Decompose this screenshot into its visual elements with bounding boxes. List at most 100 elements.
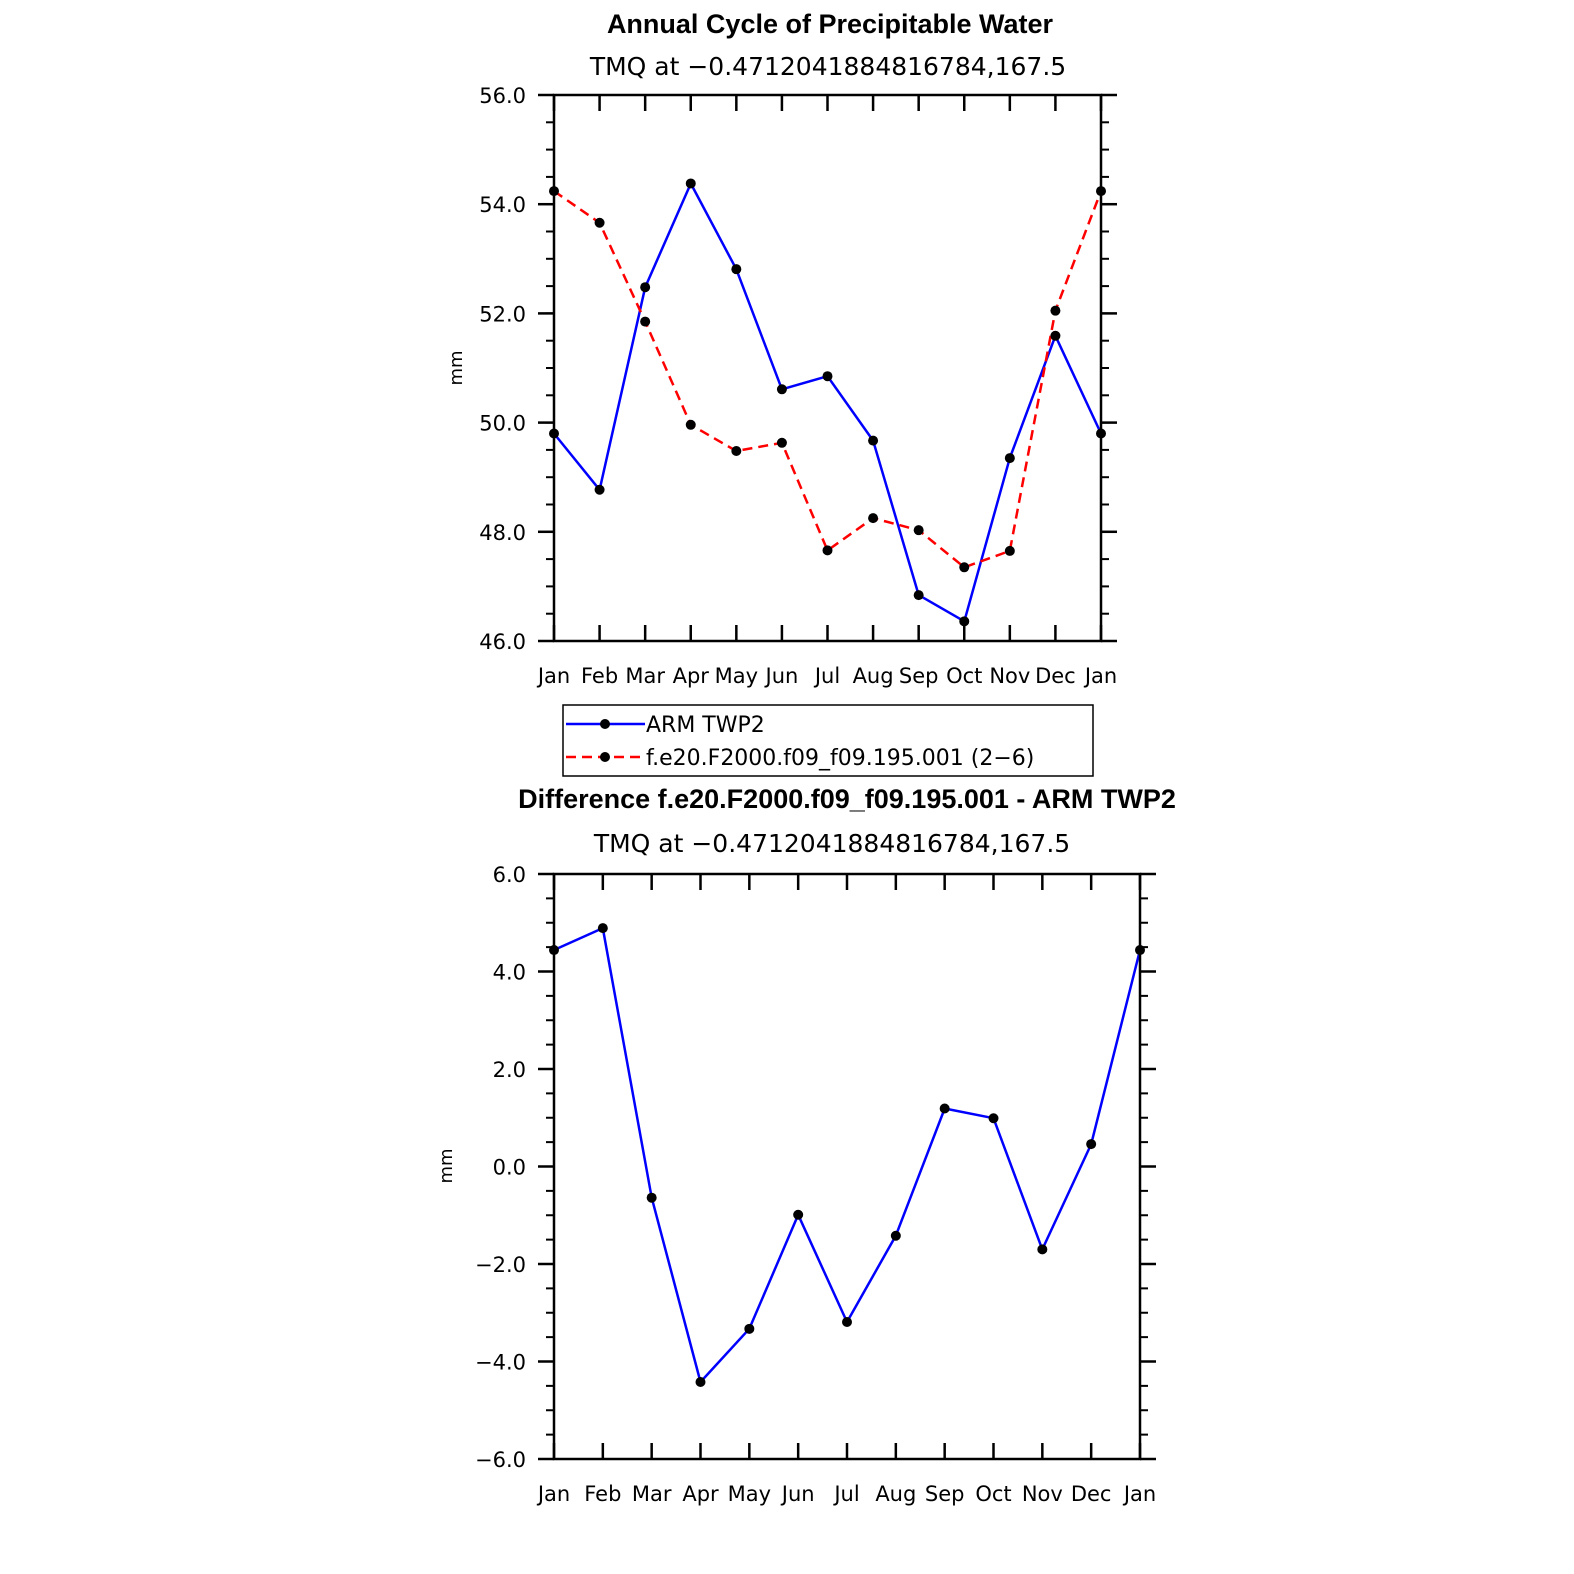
y-tick-label: 54.0 bbox=[479, 193, 526, 217]
data-point bbox=[793, 1209, 804, 1220]
x-tick-label: Aug bbox=[853, 664, 894, 688]
data-point bbox=[594, 217, 605, 228]
legend-label-model: f.e20.F2000.f09_f09.195.001 (2−6) bbox=[646, 746, 1034, 771]
chart-subtitle: TMQ at −0.4712041884816784,167.5 bbox=[593, 829, 1070, 858]
y-tick-label: −4.0 bbox=[475, 1351, 526, 1375]
legend: ARM TWP2 f.e20.F2000.f09_f09.195.001 (2−… bbox=[562, 704, 1094, 777]
grid-ticks bbox=[538, 93, 1117, 643]
x-tick-label: Jan bbox=[1122, 1482, 1156, 1506]
chart-title: Annual Cycle of Precipitable Water bbox=[607, 9, 1054, 39]
y-axis-label: mm bbox=[446, 350, 467, 385]
legend-label-arm: ARM TWP2 bbox=[646, 713, 765, 738]
x-tick-label: Oct bbox=[946, 664, 982, 688]
x-tick-label: Oct bbox=[975, 1482, 1011, 1506]
data-point bbox=[988, 1113, 999, 1124]
x-tick-label: Sep bbox=[899, 664, 939, 688]
data-point bbox=[868, 435, 879, 446]
series-markers bbox=[549, 178, 1106, 627]
x-tick-label: May bbox=[715, 664, 758, 688]
x-tick-label: Jan bbox=[1083, 664, 1117, 688]
data-point bbox=[822, 371, 833, 382]
data-point bbox=[1050, 305, 1061, 316]
data-point bbox=[685, 419, 696, 430]
y-tick-label: 46.0 bbox=[479, 630, 526, 654]
x-tick-labels: Jan Feb Mar Apr May Jun Jul Aug Sep Oct Nov Dec Jan bbox=[536, 1482, 1156, 1506]
data-point bbox=[842, 1317, 852, 1328]
plot-frame bbox=[552, 872, 1142, 1461]
y-tick-label: 2.0 bbox=[493, 1058, 526, 1082]
data-point bbox=[1086, 1139, 1097, 1150]
x-tick-label: Mar bbox=[625, 664, 665, 688]
x-tick-label: Feb bbox=[581, 664, 618, 688]
chart-difference: Difference f.e20.F2000.f09_f09.195.001 -… bbox=[436, 784, 1176, 1506]
data-point bbox=[868, 513, 879, 524]
data-point bbox=[822, 545, 833, 556]
series-line bbox=[553, 926, 1142, 1384]
data-point bbox=[731, 264, 742, 275]
x-tick-labels: Jan Feb Mar Apr May Jun Jul Aug Sep Oct Nov Dec Jan bbox=[536, 664, 1117, 688]
y-tick-label: 0.0 bbox=[493, 1156, 526, 1180]
plot-frame bbox=[552, 93, 1103, 643]
data-point bbox=[959, 562, 970, 573]
data-point bbox=[1050, 330, 1061, 341]
y-tick-label: 50.0 bbox=[479, 412, 526, 436]
data-point bbox=[776, 437, 787, 448]
legend-marker-arm bbox=[600, 719, 610, 729]
x-tick-label: Jan bbox=[536, 664, 570, 688]
data-point bbox=[744, 1323, 755, 1334]
x-tick-label: Dec bbox=[1035, 664, 1076, 688]
data-point bbox=[695, 1376, 706, 1387]
x-tick-label: Sep bbox=[925, 1482, 965, 1506]
x-tick-label: Jul bbox=[832, 1482, 859, 1506]
data-point bbox=[597, 923, 608, 934]
x-tick-label: Mar bbox=[632, 1482, 672, 1506]
data-point bbox=[913, 525, 924, 536]
y-axis-label: mm bbox=[436, 1148, 457, 1183]
data-point bbox=[1004, 545, 1015, 556]
data-point bbox=[731, 445, 742, 456]
data-point bbox=[913, 590, 924, 601]
data-point bbox=[959, 616, 970, 627]
x-tick-label: Nov bbox=[989, 664, 1030, 688]
chart-subtitle: TMQ at −0.4712041884816784,167.5 bbox=[589, 52, 1066, 81]
y-tick-labels: 46.0 48.0 50.0 52.0 54.0 56.0 bbox=[479, 84, 526, 654]
data-point bbox=[890, 1230, 901, 1241]
y-tick-label: 56.0 bbox=[479, 84, 526, 108]
x-tick-label: Feb bbox=[584, 1482, 621, 1506]
x-tick-label: May bbox=[728, 1482, 771, 1506]
data-point bbox=[1037, 1244, 1048, 1255]
y-tick-label: −6.0 bbox=[475, 1448, 526, 1472]
x-tick-label: Aug bbox=[875, 1482, 916, 1506]
chart-title: Difference f.e20.F2000.f09_f09.195.001 -… bbox=[518, 784, 1176, 814]
data-point bbox=[640, 316, 651, 327]
series-line bbox=[553, 182, 1103, 623]
x-tick-label: Jul bbox=[813, 664, 840, 688]
data-point bbox=[939, 1103, 950, 1114]
y-tick-label: 48.0 bbox=[479, 521, 526, 545]
x-tick-label: Apr bbox=[682, 1482, 719, 1506]
data-point bbox=[776, 384, 787, 395]
y-tick-labels: −6.0 −4.0 −2.0 0.0 2.0 4.0 6.0 bbox=[475, 863, 526, 1472]
series-lines bbox=[553, 182, 1103, 623]
series-markers bbox=[549, 923, 1145, 1387]
x-tick-label: Dec bbox=[1071, 1482, 1112, 1506]
data-point bbox=[594, 484, 605, 495]
grid-ticks bbox=[538, 872, 1156, 1461]
x-tick-label: Apr bbox=[673, 664, 710, 688]
x-tick-label: Jun bbox=[780, 1482, 815, 1506]
x-tick-label: Nov bbox=[1022, 1482, 1063, 1506]
y-tick-label: −2.0 bbox=[475, 1253, 526, 1277]
legend-box bbox=[562, 704, 1094, 777]
y-tick-label: 52.0 bbox=[479, 302, 526, 326]
data-point bbox=[1004, 453, 1015, 464]
data-point bbox=[640, 282, 651, 293]
x-tick-label: Jan bbox=[536, 1482, 570, 1506]
y-tick-label: 6.0 bbox=[493, 863, 526, 887]
legend-marker-model bbox=[600, 752, 610, 762]
x-tick-label: Jun bbox=[764, 664, 799, 688]
data-point bbox=[685, 178, 696, 189]
y-tick-label: 4.0 bbox=[493, 961, 526, 985]
data-point bbox=[646, 1192, 657, 1203]
chart-annual-cycle: Annual Cycle of Precipitable Water TMQ a… bbox=[446, 9, 1117, 688]
